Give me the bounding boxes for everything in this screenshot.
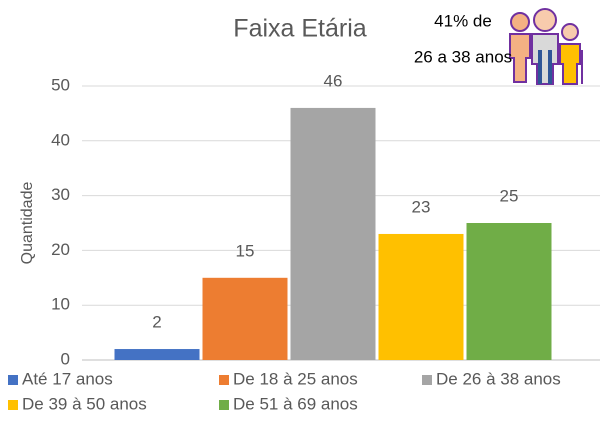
people-icon [509,8,583,85]
bar [378,233,464,360]
y-tick-label: 20 [51,240,70,259]
data-label: 23 [412,197,431,216]
bar [202,277,288,360]
legend-swatch [422,375,432,385]
data-label: 15 [236,241,255,260]
y-axis-label: Quantidade [19,182,36,265]
bar [114,349,200,360]
chart-title: Faixa Etária [233,15,366,43]
legend-swatch [219,375,229,385]
annotation: 41% de [434,11,492,30]
annotation: 26 a 38 anos [414,47,512,66]
legend-label: De 51 à 69 anos [233,394,358,413]
y-tick-label: 10 [51,295,70,314]
legend-label: De 26 à 38 anos [436,369,561,388]
legend-swatch [8,375,18,385]
bar [466,223,552,360]
legend-label: De 39 à 50 anos [22,394,147,413]
y-tick-label: 0 [61,349,70,368]
y-tick-label: 40 [51,130,70,149]
bar [290,107,376,360]
legend-swatch [219,400,229,410]
y-tick-label: 50 [51,75,70,94]
legend-swatch [8,400,18,410]
legend-label: De 18 à 25 anos [233,369,358,388]
y-tick-label: 30 [51,185,70,204]
data-label: 25 [500,186,519,205]
legend-label: Até 17 anos [22,369,113,388]
data-label: 2 [152,313,161,332]
data-label: 46 [324,71,343,90]
